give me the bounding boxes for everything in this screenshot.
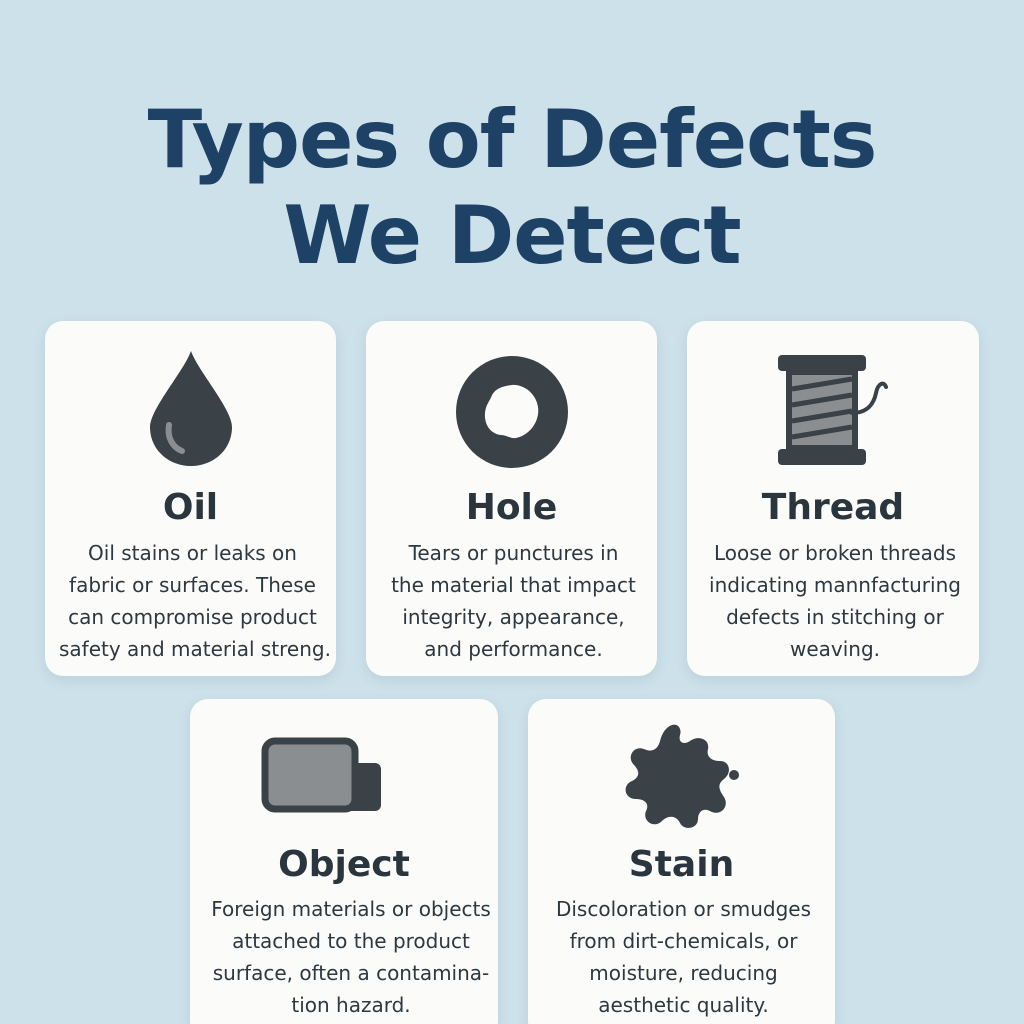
card-title: Thread [761, 487, 905, 528]
card-description-line: aesthetic quality. [598, 993, 769, 1017]
card-description-line: safety and material streng. [59, 637, 331, 661]
card-description: Discoloration or smudges from dirt-chemi… [542, 893, 825, 1021]
defect-card-oil: Oil Oil stains or leaks on fabric or sur… [45, 321, 336, 676]
card-description-line: the material that impact [391, 573, 636, 597]
card-description-line: weaving. [789, 637, 881, 661]
card-description-line: moisture, reducing [589, 961, 778, 985]
page-title: Types of Defects We Detect [0, 92, 1024, 284]
card-description-line: attached to the product [232, 929, 470, 953]
card-description: Loose or broken threads indicating mannf… [701, 537, 969, 665]
card-title: Hole [465, 487, 558, 528]
card-title: Oil [162, 487, 219, 528]
card-description-line: Foreign materials or objects [211, 897, 491, 921]
object-block-icon [190, 737, 476, 813]
card-description-line: defects in stitching or [726, 605, 944, 629]
card-description-line: Loose or broken threads [713, 541, 957, 565]
card-description-line: from dirt-chemicals, or [569, 929, 798, 953]
defect-card-stain: Stain Discoloration or smudges from dirt… [528, 699, 835, 1024]
card-description: Oil stains or leaks on fabric or surface… [59, 537, 331, 665]
card-description-line: Tears or punctures in [408, 541, 619, 565]
card-description-line: and performance. [424, 637, 603, 661]
card-title: Object [278, 844, 410, 885]
card-description-line: tion hazard. [291, 993, 411, 1017]
page-title-line-1: Types of Defects [147, 93, 878, 186]
card-description: Foreign materials or objects attached to… [204, 893, 498, 1021]
card-title: Stain [628, 844, 735, 885]
hole-ring-icon [366, 355, 657, 469]
card-description-line: indicating mannfacturing [709, 573, 961, 597]
defect-card-hole: Hole Tears or punctures in the material … [366, 321, 657, 676]
card-description-line: Discoloration or smudges [555, 897, 812, 921]
card-description-line: integrity, appearance, [402, 605, 625, 629]
defect-card-object: Object Foreign materials or objects atta… [190, 699, 498, 1024]
thread-spool-icon [687, 353, 979, 469]
card-description-line: fabric or surfaces. These [69, 573, 316, 597]
stain-splat-icon [528, 721, 835, 831]
card-description-line: Oil stains or leaks on [88, 541, 297, 565]
card-description-line: surface, often a contamina- [212, 961, 490, 985]
oil-drop-icon [45, 349, 336, 469]
card-description-line: can compromise product [68, 605, 317, 629]
card-description: Tears or punctures in the material that … [380, 537, 647, 665]
defect-card-thread: Thread Loose or broken threads indicatin… [687, 321, 979, 676]
page-title-line-2: We Detect [283, 189, 741, 282]
